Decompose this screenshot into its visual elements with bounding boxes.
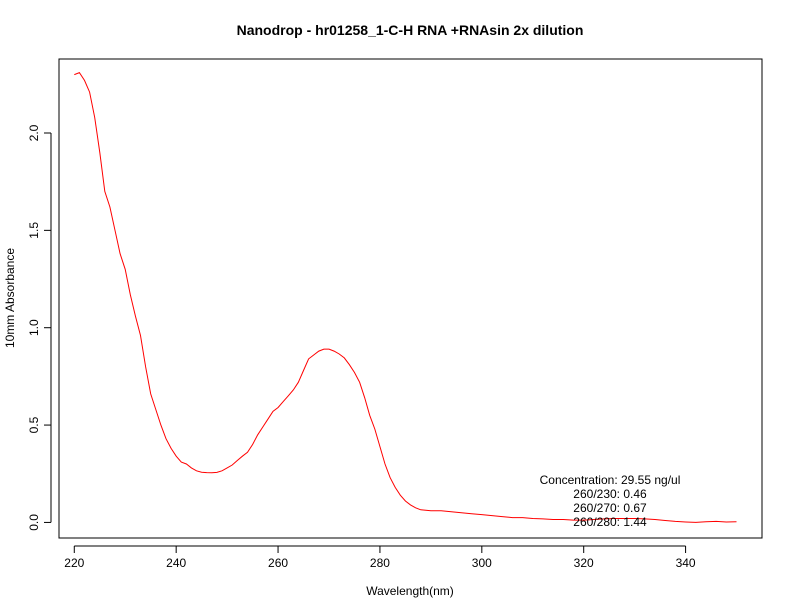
y-axis-label: 10mm Absorbance [3, 248, 17, 348]
ratio-260-280-annotation: 260/280: 1.44 [573, 515, 647, 529]
y-tick-label: 1.5 [27, 222, 41, 239]
y-tick-label: 2.0 [27, 124, 41, 141]
ratio-260-230-annotation: 260/230: 0.46 [573, 487, 647, 501]
x-tick-label: 320 [574, 556, 594, 570]
x-tick-label: 340 [676, 556, 696, 570]
x-tick-label: 260 [268, 556, 288, 570]
x-tick-label: 280 [370, 556, 390, 570]
concentration-annotation: Concentration: 29.55 ng/ul [540, 473, 681, 487]
chart-title: Nanodrop - hr01258_1-C-H RNA +RNAsin 2x … [237, 22, 584, 38]
y-axis: 0.0 0.5 1.0 1.5 2.0 [27, 124, 52, 531]
x-axis-label: Wavelength(nm) [366, 584, 454, 598]
absorbance-series-line [74, 71, 737, 523]
plot-frame [58, 58, 763, 539]
x-tick-label: 240 [166, 556, 186, 570]
y-tick-label: 0.0 [27, 514, 41, 531]
x-axis: 220 240 260 280 300 320 340 [64, 545, 696, 570]
y-tick-label: 1.0 [27, 319, 41, 336]
ratio-260-270-annotation: 260/270: 0.67 [573, 501, 647, 515]
x-tick-label: 220 [64, 556, 84, 570]
x-tick-label: 300 [472, 556, 492, 570]
y-tick-label: 0.5 [27, 416, 41, 433]
